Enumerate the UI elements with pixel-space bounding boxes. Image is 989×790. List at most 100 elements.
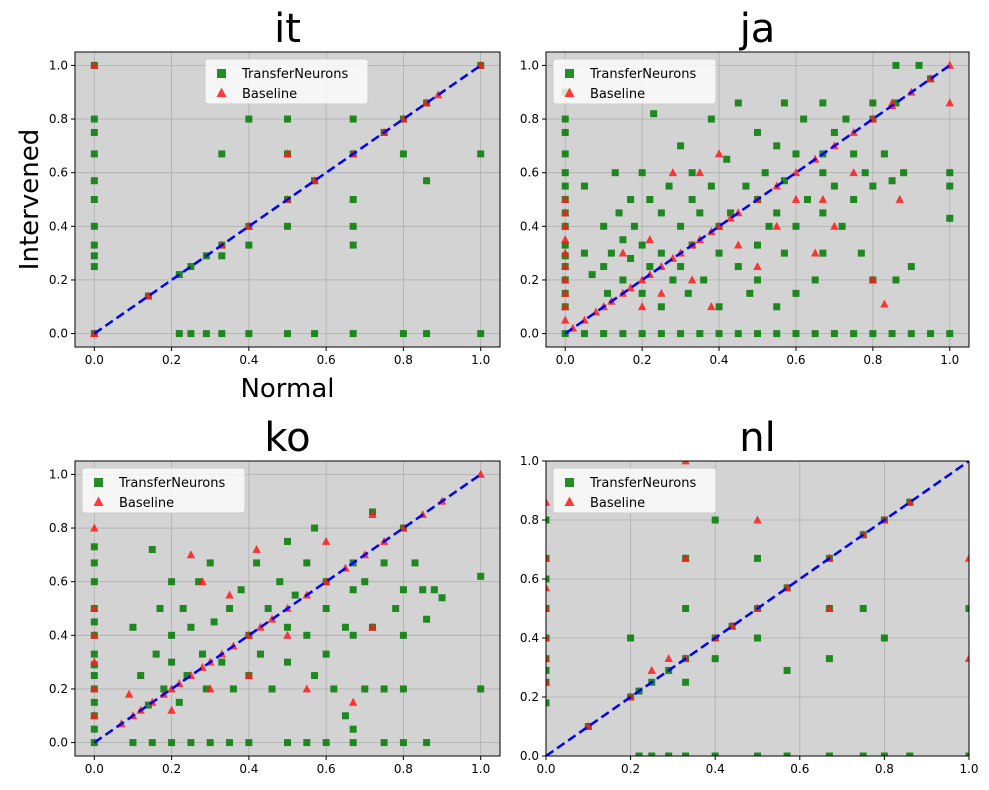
diagonal-line <box>546 461 969 756</box>
transfer-neurons-point <box>773 209 781 217</box>
transfer-neurons-point <box>245 330 253 338</box>
baseline-point <box>546 677 551 686</box>
transfer-neurons-point <box>665 182 673 190</box>
transfer-neurons-point <box>90 618 98 626</box>
transfer-neurons-point <box>129 623 137 631</box>
transfer-neurons-point <box>600 222 608 230</box>
baseline-point <box>664 654 673 663</box>
baseline-point <box>561 208 570 217</box>
transfer-neurons-point <box>187 623 195 631</box>
transfer-neurons-point <box>361 578 369 586</box>
transfer-neurons-point <box>965 752 969 756</box>
transfer-neurons-point <box>792 330 800 338</box>
legend-label: TransferNeurons <box>589 67 696 82</box>
transfer-neurons-point <box>638 289 646 297</box>
transfer-neurons-point <box>411 559 419 567</box>
transfer-neurons-point <box>915 61 923 69</box>
transfer-neurons-point <box>399 685 407 693</box>
transfer-neurons-point <box>734 330 742 338</box>
transfer-neurons-point <box>423 330 431 338</box>
transfer-neurons-point <box>646 196 654 203</box>
transfer-neurons-point <box>175 698 183 706</box>
baseline-point <box>895 194 904 203</box>
chart-title: it <box>274 6 301 52</box>
transfer-neurons-point <box>187 263 195 271</box>
y-tick-label: 0.4 <box>520 219 539 233</box>
transfer-neurons-point <box>187 330 195 338</box>
x-tick-label: 0.8 <box>394 762 413 776</box>
baseline-point <box>124 689 134 698</box>
transfer-neurons-point <box>842 115 850 123</box>
legend-label: TransferNeurons <box>241 67 348 82</box>
x-tick-label: 1.0 <box>471 762 490 776</box>
baseline-point <box>144 291 153 300</box>
transfer-neurons-point <box>226 605 234 612</box>
transfer-neurons-point <box>906 752 914 756</box>
baseline-point <box>734 240 743 249</box>
transfer-neurons-point <box>754 752 761 756</box>
baseline-point <box>546 583 551 592</box>
baseline-point <box>868 275 878 284</box>
transfer-neurons-point <box>648 752 656 756</box>
y-tick-label: 0.6 <box>520 166 539 180</box>
transfer-neurons-point <box>677 263 685 271</box>
transfer-neurons-point <box>869 99 877 107</box>
transfer-neurons-point <box>284 658 291 666</box>
baseline-point <box>561 302 570 311</box>
y-tick-label: 1.0 <box>520 58 539 72</box>
baseline-point <box>252 544 261 553</box>
x-tick-label: 0.4 <box>239 762 258 776</box>
transfer-neurons-point <box>688 169 696 177</box>
transfer-neurons-point <box>711 516 719 524</box>
transfer-neurons-point <box>303 559 311 567</box>
legend-marker-baseline <box>93 496 104 506</box>
transfer-neurons-point <box>830 330 838 338</box>
baseline-point <box>244 221 254 230</box>
x-tick-label: 0.2 <box>621 762 640 776</box>
x-tick-label: 1.0 <box>959 762 978 776</box>
transfer-neurons-point <box>696 209 704 217</box>
y-tick-label: 0.8 <box>49 112 68 126</box>
transfer-neurons-point <box>430 586 438 594</box>
transfer-neurons-point <box>303 739 311 747</box>
legend-label: TransferNeurons <box>118 476 225 491</box>
legend-box <box>81 467 246 514</box>
transfer-neurons-point <box>850 196 858 203</box>
transfer-neurons-point <box>210 618 218 626</box>
y-tick-label: 1.0 <box>520 454 539 468</box>
x-tick-label: 0.8 <box>875 762 894 776</box>
baseline-point <box>825 603 834 612</box>
y-tick-label: 0.2 <box>49 273 68 287</box>
transfer-neurons-point <box>399 631 407 639</box>
transfer-neurons-point <box>419 586 427 594</box>
baseline-point <box>561 248 570 257</box>
transfer-neurons-point <box>253 559 261 567</box>
transfer-neurons-point <box>218 658 226 666</box>
diagonal-line <box>564 64 951 335</box>
transfer-neurons-point <box>349 196 357 203</box>
transfer-neurons-point <box>148 739 156 747</box>
transfer-neurons-point <box>392 605 400 612</box>
transfer-neurons-point <box>245 739 253 747</box>
transfer-neurons-point <box>199 650 206 658</box>
transfer-neurons-point <box>561 182 569 190</box>
baseline-point <box>626 283 635 292</box>
transfer-neurons-point <box>90 252 98 260</box>
transfer-neurons-point <box>284 222 291 230</box>
transfer-neurons-point <box>284 623 291 631</box>
axes-frame <box>74 460 501 757</box>
transfer-neurons-point <box>187 739 195 747</box>
transfer-neurons-point <box>869 182 877 190</box>
transfer-neurons-point <box>349 241 357 249</box>
x-tick-label: 0.6 <box>786 353 805 367</box>
baseline-point <box>302 684 312 693</box>
transfer-neurons-point <box>630 222 638 230</box>
x-tick-label: 0.0 <box>85 762 104 776</box>
x-tick-label: 0.0 <box>556 353 575 367</box>
transfer-neurons-point <box>946 182 954 190</box>
baseline-point <box>368 510 377 519</box>
transfer-neurons-point <box>90 128 98 136</box>
y-tick-label: 1.0 <box>49 467 68 481</box>
axes-frame <box>545 460 970 757</box>
chart-title: nl <box>739 415 775 461</box>
